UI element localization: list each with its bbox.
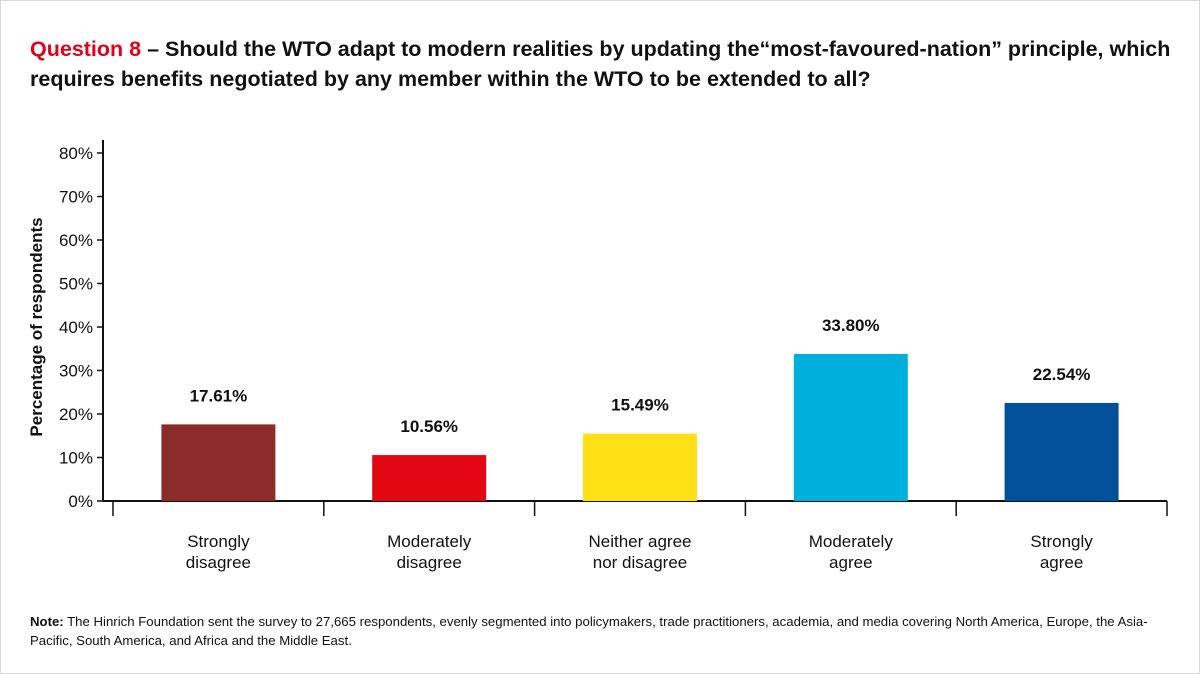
title-question-number: Question 8 (30, 37, 142, 61)
note-label: Note: (30, 614, 64, 629)
note-text: The Hinrich Foundation sent the survey t… (30, 614, 1148, 648)
y-tick-label: 0% (68, 492, 93, 511)
data-label: 33.80% (822, 316, 880, 335)
category-label: disagree (397, 553, 462, 572)
category-labels: Strongly disagree Moderately disagree Neithe… (186, 532, 1093, 572)
y-tick-label: 60% (59, 231, 93, 250)
bars (161, 353, 1119, 501)
y-axis: 0% 10% 20% 30% 40% 50% 60% 70% 80% (59, 140, 104, 511)
data-label: 22.54% (1033, 365, 1091, 384)
bar (161, 424, 276, 501)
category-label: Moderately (387, 532, 472, 551)
bar (372, 455, 487, 501)
x-axis (103, 500, 1168, 516)
y-tick-label: 40% (59, 318, 93, 337)
footnote: Note: The Hinrich Foundation sent the su… (30, 612, 1180, 650)
y-tick-label: 20% (59, 405, 93, 424)
y-tick-label: 70% (59, 188, 93, 207)
bar-chart: 0%10%20%30%40%50%60%70%80% 17.61%10.56%1… (27, 140, 1168, 572)
y-tick-label: 50% (59, 275, 93, 294)
category-label: Neither agree (588, 532, 691, 551)
category-label: agree (1040, 553, 1083, 572)
data-label: 17.61% (190, 386, 248, 405)
y-tick-label: 80% (59, 144, 93, 163)
category-label: nor disagree (593, 553, 688, 572)
data-label: 15.49% (611, 396, 669, 415)
bar (1004, 402, 1119, 501)
category-label: Moderately (809, 532, 894, 551)
data-label: 10.56% (400, 417, 458, 436)
category-label: agree (829, 553, 872, 572)
y-tick-label: 10% (59, 449, 93, 468)
category-label: Strongly (1030, 532, 1093, 551)
y-axis-label: Percentage of respondents (27, 217, 46, 436)
category-label: Strongly (187, 532, 250, 551)
y-tick-label: 30% (59, 362, 93, 381)
bar (583, 433, 697, 501)
chart-title: Question 8 – Should the WTO adapt to mod… (30, 34, 1180, 94)
bar (793, 353, 908, 501)
data-labels: 17.61% 10.56% 15.49% 33.80% 22.54% (190, 316, 1091, 436)
title-question-text: – Should the WTO adapt to modern realiti… (30, 37, 1171, 91)
category-label: disagree (186, 553, 251, 572)
